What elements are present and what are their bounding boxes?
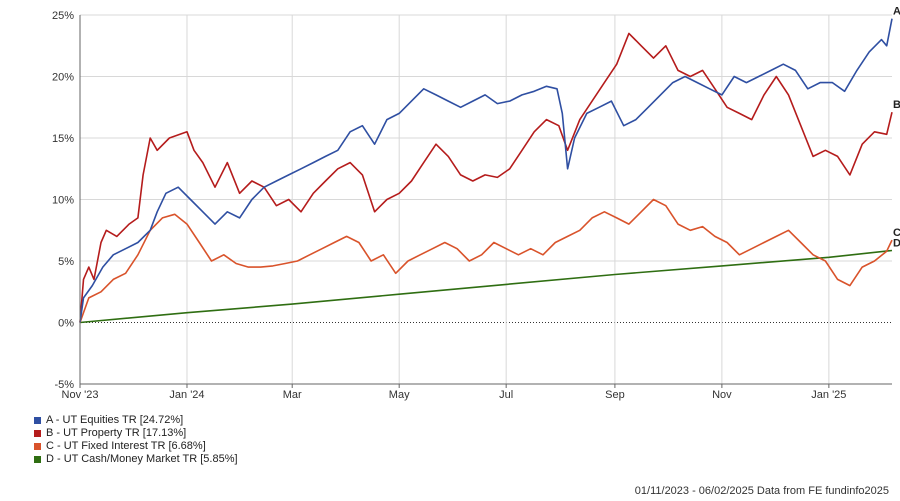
y-tick-label: 20%: [52, 72, 74, 84]
legend-label: D - UT Cash/Money Market TR [5.85%]: [46, 453, 238, 465]
x-tick-label: Mar: [283, 389, 302, 401]
legend-item: C - UT Fixed Interest TR [6.68%]: [34, 440, 238, 453]
series-line: [79, 32, 893, 323]
series-end-label: B: [893, 99, 900, 111]
legend-item: B - UT Property TR [17.13%]: [34, 427, 238, 440]
y-tick-label: 10%: [52, 195, 74, 207]
line-chart: -5% 0% 5% 10% 15% 20% 25% Nov '23 Jan '24 Mar May J…: [52, 6, 900, 401]
y-tick-label: 5%: [58, 256, 74, 268]
x-tick-label: May: [389, 389, 410, 401]
series-end-label: A: [893, 6, 900, 18]
y-tick-label: 15%: [52, 133, 74, 145]
legend-label: C - UT Fixed Interest TR [6.68%]: [46, 440, 206, 452]
x-tick-label: Sep: [605, 389, 625, 401]
tick-labels: -5% 0% 5% 10% 15% 20% 25% Nov '23 Jan '24 Mar May J…: [52, 6, 900, 401]
series-end-label: C: [893, 227, 900, 239]
series-line: [79, 18, 893, 323]
legend-swatch: [34, 430, 41, 437]
y-tick-label: -5%: [54, 379, 74, 391]
series-line: [79, 198, 893, 323]
legend-swatch: [34, 456, 41, 463]
x-tick-label: Jan '25: [811, 389, 846, 401]
y-tick-label: 25%: [52, 10, 74, 22]
x-tick-label: Jan '24: [169, 389, 204, 401]
series-line: [79, 249, 893, 324]
series-end-label: D: [893, 238, 900, 250]
x-tick-label: Nov '23: [62, 389, 99, 401]
y-tick-label: 0%: [58, 318, 74, 330]
legend-item: A - UT Equities TR [24.72%]: [34, 414, 238, 427]
x-tick-label: Nov: [712, 389, 732, 401]
footer-note: 01/11/2023 - 06/02/2025 Data from FE fun…: [634, 485, 889, 497]
legend-label: A - UT Equities TR [24.72%]: [46, 414, 184, 426]
legend-swatch: [34, 443, 41, 450]
x-tick-label: Jul: [499, 389, 513, 401]
grid-lines: [80, 14, 892, 385]
series-lines: [79, 18, 893, 324]
axes: [79, 15, 892, 388]
legend: A - UT Equities TR [24.72%] B - UT Proper…: [34, 414, 238, 466]
legend-label: B - UT Property TR [17.13%]: [46, 427, 187, 439]
legend-item: D - UT Cash/Money Market TR [5.85%]: [34, 453, 238, 466]
legend-swatch: [34, 417, 41, 424]
